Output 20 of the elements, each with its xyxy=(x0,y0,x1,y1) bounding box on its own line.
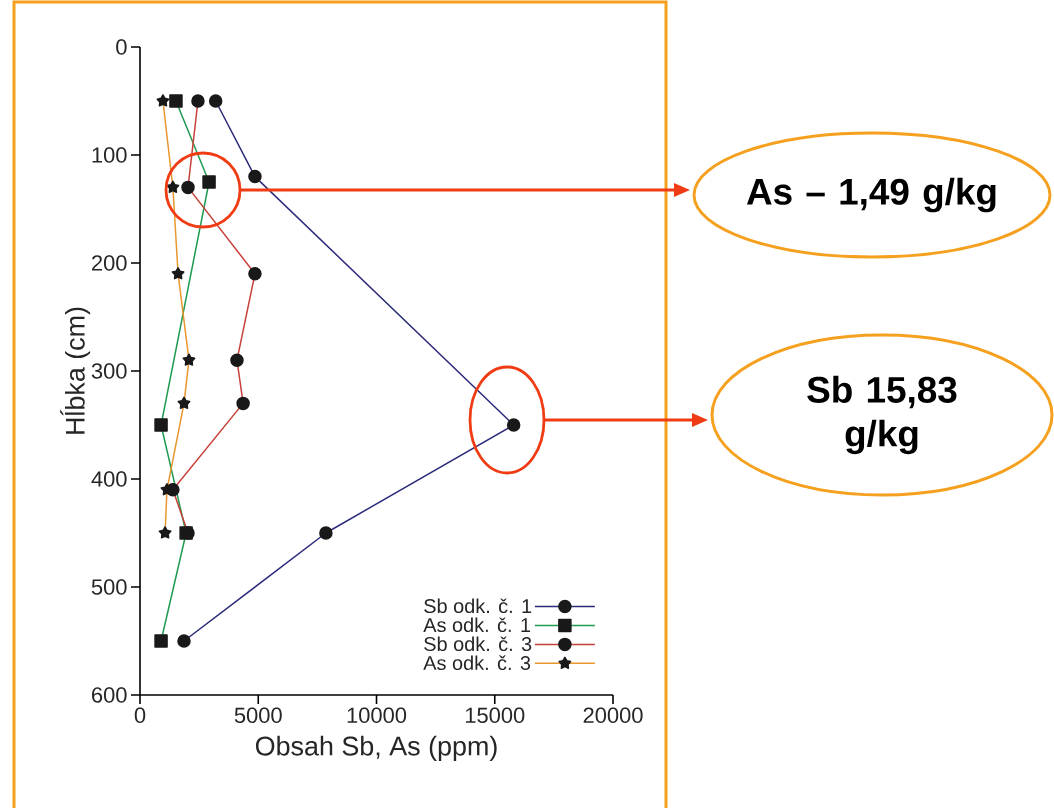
y-tick-label: 0 xyxy=(116,39,127,55)
x-tick-label: 15000 xyxy=(465,707,525,724)
x-tick-label: 20000 xyxy=(583,707,643,724)
legend-label: As odk. č. 1 xyxy=(423,617,531,633)
y-tick-label: 500 xyxy=(91,579,127,595)
x-axis-title: Obsah Sb, As (ppm) xyxy=(255,735,497,761)
y-axis-title: Hĺbka (cm) xyxy=(60,307,91,434)
text: As – 1,49 g/kg xyxy=(746,177,996,213)
text: Sb 15,83 g/kg xyxy=(807,375,957,455)
x-tick-label: 0 xyxy=(134,707,146,724)
y-tick-label: 600 xyxy=(92,687,127,703)
x-tick-label: 5000 xyxy=(234,707,282,724)
legend-label: Sb odk. č. 3 xyxy=(424,636,532,652)
legend-label: As odk. č. 3 xyxy=(423,655,531,671)
y-tick-label: 300 xyxy=(91,363,127,379)
y-tick-label: 400 xyxy=(91,471,127,487)
y-tick-label: 100 xyxy=(92,147,127,163)
legend-label: Sb odk. č. 1 xyxy=(424,598,532,614)
y-tick-label: 200 xyxy=(92,255,127,271)
x-tick-label: 10000 xyxy=(347,707,407,724)
